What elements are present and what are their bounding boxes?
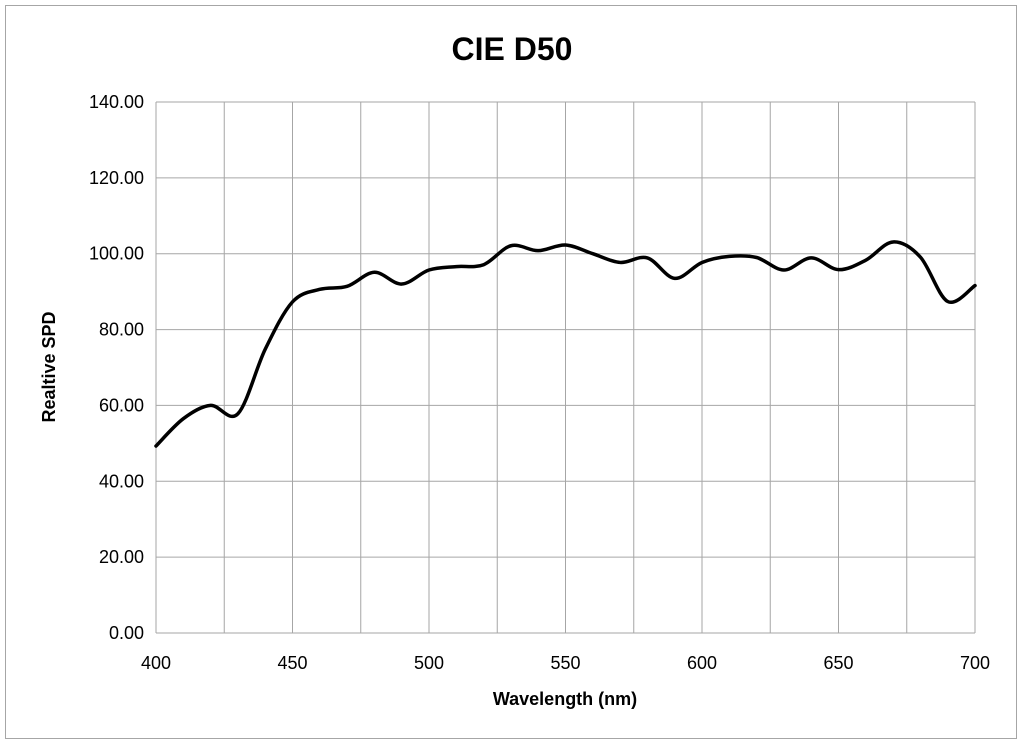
chart-frame xyxy=(5,5,1017,739)
x-tick-label-3: 550 xyxy=(550,653,580,673)
series-line xyxy=(154,240,977,448)
y-tick-label-3: 60.00 xyxy=(99,395,144,415)
y-axis-title: Realtive SPD xyxy=(39,311,59,422)
chart-title: CIE D50 xyxy=(452,31,573,67)
grid xyxy=(155,101,976,634)
y-tick-label-6: 120.00 xyxy=(89,168,144,188)
y-tick-label-5: 100.00 xyxy=(89,244,144,264)
x-tick-label-6: 700 xyxy=(960,653,990,673)
y-tick-label-0: 0.00 xyxy=(109,623,144,643)
x-tick-label-4: 600 xyxy=(687,653,717,673)
y-tick-label-1: 20.00 xyxy=(99,547,144,567)
series-layer xyxy=(154,240,977,448)
y-tick-label-7: 140.00 xyxy=(89,92,144,112)
y-axis-ticks: 0.00 20.00 40.00 60.00 80.00 100.00 120.00 140.… xyxy=(89,92,144,643)
y-tick-label-2: 40.00 xyxy=(99,471,144,491)
x-tick-label-0: 400 xyxy=(141,653,171,673)
y-tick-label-4: 80.00 xyxy=(99,320,144,340)
x-tick-label-1: 450 xyxy=(277,653,307,673)
x-axis-ticks: 400 450 500 550 600 650 700 xyxy=(141,653,990,673)
x-axis-title: Wavelength (nm) xyxy=(493,689,637,709)
x-tick-label-5: 650 xyxy=(823,653,853,673)
x-tick-label-2: 500 xyxy=(414,653,444,673)
